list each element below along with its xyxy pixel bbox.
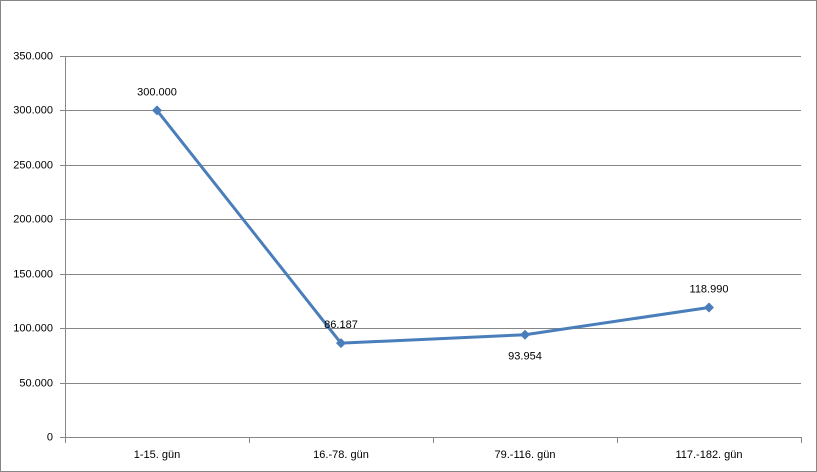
y-tick-label: 250.000 [13, 159, 53, 171]
data-label: 93.954 [508, 351, 542, 363]
y-tick-label: 200.000 [13, 213, 53, 225]
marker [336, 338, 346, 349]
y-tick-label: 100.000 [13, 322, 53, 334]
y-tick-label: 300.000 [13, 104, 53, 116]
marker [704, 302, 714, 313]
y-tick-label: 0 [47, 431, 53, 443]
x-tick-label: 79.-116. gün [495, 449, 556, 461]
y-tick-label: 350.000 [13, 50, 53, 62]
line [155, 109, 710, 345]
data-label: 118.990 [690, 283, 729, 295]
x-tick-label: 1-15. gün [134, 449, 180, 461]
y-tick-label: 50.000 [19, 377, 53, 389]
x-tick-label: 117.-182. gün [675, 449, 742, 461]
data-label: 300.000 [137, 86, 177, 98]
data-label: 86.187 [324, 319, 358, 331]
x-tick-label: 16.-78. gün [313, 449, 369, 461]
marker [520, 329, 530, 340]
marker [152, 105, 162, 116]
y-tick-label: 150.000 [13, 268, 53, 280]
